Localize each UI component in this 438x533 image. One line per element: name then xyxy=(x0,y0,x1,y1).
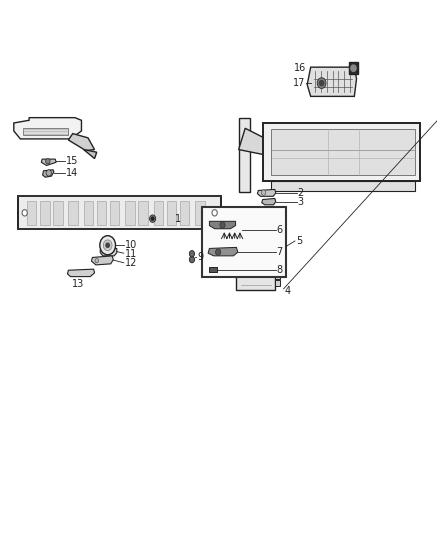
Bar xyxy=(110,200,120,225)
Bar xyxy=(97,200,106,225)
Text: 2: 2 xyxy=(297,188,304,198)
Circle shape xyxy=(103,240,112,251)
Circle shape xyxy=(351,65,356,71)
Polygon shape xyxy=(42,169,54,177)
Text: 1: 1 xyxy=(174,214,180,224)
Polygon shape xyxy=(307,67,357,96)
Polygon shape xyxy=(84,150,97,159)
Polygon shape xyxy=(272,130,416,175)
Bar xyxy=(27,200,36,225)
Bar xyxy=(349,62,358,74)
Polygon shape xyxy=(22,128,68,135)
Bar xyxy=(147,198,197,209)
Polygon shape xyxy=(67,269,95,277)
Text: 14: 14 xyxy=(66,168,78,178)
Polygon shape xyxy=(68,134,95,151)
Polygon shape xyxy=(239,128,272,155)
Text: 10: 10 xyxy=(125,240,137,250)
Text: 5: 5 xyxy=(296,236,302,246)
Circle shape xyxy=(212,209,217,216)
Bar xyxy=(180,200,189,225)
Polygon shape xyxy=(209,221,236,229)
Text: 16: 16 xyxy=(294,63,306,73)
Circle shape xyxy=(95,259,99,263)
Text: 4: 4 xyxy=(285,286,291,296)
Polygon shape xyxy=(258,189,276,196)
Bar xyxy=(84,200,93,225)
Polygon shape xyxy=(239,118,250,192)
Text: 3: 3 xyxy=(297,197,304,207)
Circle shape xyxy=(100,236,116,255)
Circle shape xyxy=(220,222,225,228)
Text: 15: 15 xyxy=(66,156,78,166)
Circle shape xyxy=(189,251,194,257)
Polygon shape xyxy=(100,248,117,256)
Polygon shape xyxy=(272,181,416,191)
Polygon shape xyxy=(92,256,113,265)
Bar xyxy=(68,200,78,225)
Bar xyxy=(125,200,135,225)
Circle shape xyxy=(46,159,50,164)
Text: 6: 6 xyxy=(277,225,283,236)
Bar xyxy=(53,200,63,225)
Bar xyxy=(237,269,275,290)
Circle shape xyxy=(319,80,324,86)
Circle shape xyxy=(150,215,155,222)
Polygon shape xyxy=(41,159,56,165)
Circle shape xyxy=(189,256,194,263)
Text: 9: 9 xyxy=(197,252,203,262)
Text: 13: 13 xyxy=(72,279,84,289)
Polygon shape xyxy=(262,198,276,205)
Text: 8: 8 xyxy=(277,265,283,274)
Bar xyxy=(153,200,163,225)
Circle shape xyxy=(22,209,27,216)
Bar xyxy=(18,196,221,229)
Polygon shape xyxy=(208,247,238,256)
Bar xyxy=(275,272,280,279)
Bar xyxy=(40,200,49,225)
Bar xyxy=(275,280,280,286)
Text: 7: 7 xyxy=(277,247,283,257)
Text: 12: 12 xyxy=(125,259,137,268)
Bar xyxy=(138,200,148,225)
Text: 11: 11 xyxy=(125,249,137,259)
Circle shape xyxy=(106,243,110,247)
Circle shape xyxy=(151,217,154,220)
Circle shape xyxy=(261,190,266,195)
Polygon shape xyxy=(263,123,420,181)
Circle shape xyxy=(46,169,51,176)
Bar xyxy=(209,266,217,272)
Bar xyxy=(202,207,286,277)
Circle shape xyxy=(215,249,221,255)
Circle shape xyxy=(317,78,326,88)
Polygon shape xyxy=(14,118,81,139)
Text: 17: 17 xyxy=(293,78,305,88)
Bar xyxy=(195,200,205,225)
Bar xyxy=(166,200,176,225)
